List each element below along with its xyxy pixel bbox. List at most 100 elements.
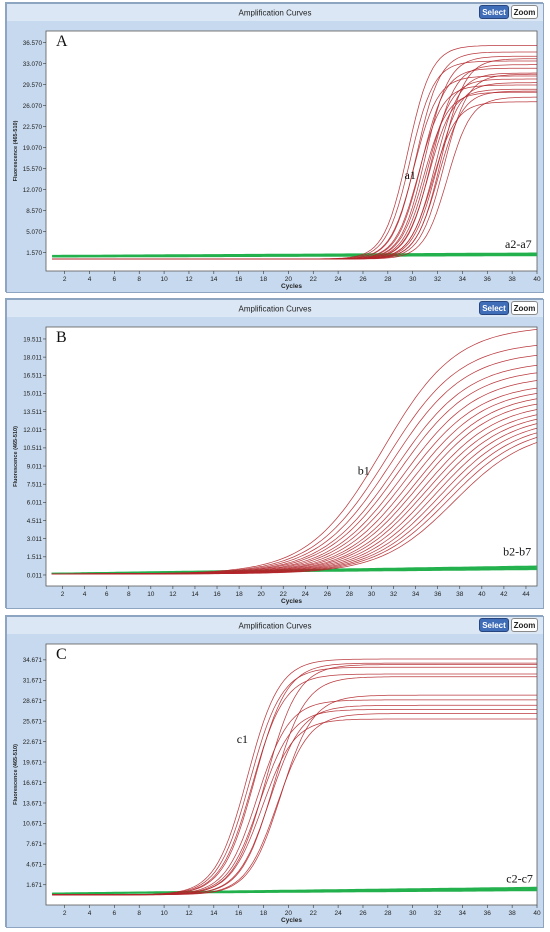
y-tick-label: 10.511 xyxy=(23,445,42,452)
x-tick-label: 38 xyxy=(509,276,517,283)
x-tick-label: 20 xyxy=(258,591,266,598)
plot-area xyxy=(45,643,538,906)
y-tick-label: 12.070 xyxy=(23,187,43,194)
x-axis-label: Cycles xyxy=(281,283,302,290)
y-tick-label: 1.511 xyxy=(27,554,43,561)
x-tick-label: 12 xyxy=(185,276,193,283)
chart-title: Amplification Curves xyxy=(239,305,312,314)
title-bar xyxy=(7,4,543,21)
y-tick-label: 33.070 xyxy=(23,61,43,68)
panel-letter: C xyxy=(56,646,67,663)
y-tick-label: 34.671 xyxy=(23,657,43,664)
x-tick-label: 4 xyxy=(88,276,92,283)
x-tick-label: 18 xyxy=(260,276,268,283)
x-tick-label: 30 xyxy=(368,591,376,598)
y-tick-label: 36.570 xyxy=(23,40,43,47)
zoom-button[interactable]: Zoom xyxy=(511,618,538,632)
x-tick-label: 32 xyxy=(390,591,398,598)
x-tick-label: 32 xyxy=(434,910,442,917)
panel-letter: A xyxy=(56,33,68,50)
zoom-button[interactable]: Zoom xyxy=(511,5,538,19)
x-tick-label: 34 xyxy=(459,910,467,917)
x-tick-label: 34 xyxy=(459,276,467,283)
x-tick-label: 26 xyxy=(359,276,367,283)
y-tick-label: 16.511 xyxy=(23,373,42,380)
y-tick-label: 3.011 xyxy=(27,536,43,543)
x-tick-label: 36 xyxy=(434,591,442,598)
x-tick-label: 2 xyxy=(61,591,65,598)
x-tick-label: 42 xyxy=(500,591,508,598)
amplification-chart-b: Amplification Curves 2 4 6 8 10 12 14 16 18 20 22 24… xyxy=(5,298,544,609)
x-tick-label: 36 xyxy=(484,276,492,283)
x-tick-label: 16 xyxy=(213,591,221,598)
y-tick-label: 19.511 xyxy=(23,336,42,343)
y-axis-label: Fluorescence (465-510) xyxy=(13,744,19,805)
y-tick-label: 1.671 xyxy=(26,882,42,889)
y-tick-label: 31.671 xyxy=(23,678,43,685)
zoom-button[interactable]: Zoom xyxy=(511,301,538,315)
panel-letter: B xyxy=(56,329,67,346)
x-tick-label: 6 xyxy=(113,910,117,917)
x-tick-label: 8 xyxy=(127,591,131,598)
curves-group xyxy=(51,329,537,575)
x-axis-label: Cycles xyxy=(281,917,302,924)
y-tick-label: 19.671 xyxy=(23,759,43,766)
x-tick-label: 10 xyxy=(147,591,155,598)
y-tick-label: 7.671 xyxy=(26,841,42,848)
x-tick-label: 2 xyxy=(63,910,67,917)
y-tick-label: 26.070 xyxy=(23,103,43,110)
select-button[interactable]: Select xyxy=(479,618,509,632)
positive-curve-label: a1 xyxy=(405,168,416,182)
x-tick-label: 20 xyxy=(285,910,293,917)
y-tick-label: 8.570 xyxy=(26,208,42,215)
x-tick-label: 6 xyxy=(105,591,109,598)
x-tick-label: 22 xyxy=(310,910,318,917)
x-tick-label: 24 xyxy=(334,276,342,283)
positive-curve xyxy=(52,694,537,896)
x-axis-label: Cycles xyxy=(281,598,302,605)
x-tick-label: 16 xyxy=(235,276,243,283)
y-tick-label: 6.011 xyxy=(27,500,43,507)
y-tick-label: 4.671 xyxy=(26,862,42,869)
plot-area xyxy=(45,30,538,272)
curves-group xyxy=(52,658,537,896)
x-tick-label: 28 xyxy=(346,591,354,598)
y-tick-label: 28.671 xyxy=(23,698,43,705)
x-tick-label: 34 xyxy=(412,591,420,598)
y-tick-label: 29.570 xyxy=(23,82,43,89)
x-tick-label: 4 xyxy=(83,591,87,598)
x-tick-label: 22 xyxy=(310,276,318,283)
y-tick-label: 7.511 xyxy=(27,482,43,489)
negative-curve-label: b2-b7 xyxy=(503,545,531,559)
y-tick-label: 15.570 xyxy=(23,166,43,173)
x-tick-label: 6 xyxy=(113,276,117,283)
x-tick-label: 12 xyxy=(169,591,177,598)
x-tick-label: 14 xyxy=(210,910,218,917)
amplification-chart-c: Amplification Curves 2 4 6 8 10 12 14 16 18 20 22 24… xyxy=(5,615,544,928)
y-tick-label: 12.011 xyxy=(23,427,42,434)
negative-curve-label: a2-a7 xyxy=(505,237,532,251)
positive-curve-label: b1 xyxy=(358,464,370,478)
x-tick-label: 26 xyxy=(324,591,332,598)
x-tick-label: 36 xyxy=(484,910,492,917)
title-bar xyxy=(7,300,543,317)
x-tick-label: 24 xyxy=(302,591,310,598)
x-tick-label: 2 xyxy=(63,276,67,283)
x-tick-label: 30 xyxy=(409,276,417,283)
amplification-chart-a: Amplification Curves 2 4 6 8 10 12 14 16 18 20 22 24… xyxy=(5,2,544,293)
title-bar xyxy=(7,617,543,634)
y-tick-label: 1.570 xyxy=(26,250,42,257)
select-button[interactable]: Select xyxy=(479,5,509,19)
x-tick-label: 10 xyxy=(160,276,168,283)
x-tick-label: 22 xyxy=(280,591,288,598)
x-tick-label: 40 xyxy=(533,910,541,917)
x-tick-label: 28 xyxy=(384,910,392,917)
positive-curve xyxy=(51,442,537,575)
select-button[interactable]: Select xyxy=(479,301,509,315)
negative-curve-label: c2-c7 xyxy=(506,872,533,886)
positive-curve-label: c1 xyxy=(237,732,248,746)
negative-curve xyxy=(52,252,537,256)
